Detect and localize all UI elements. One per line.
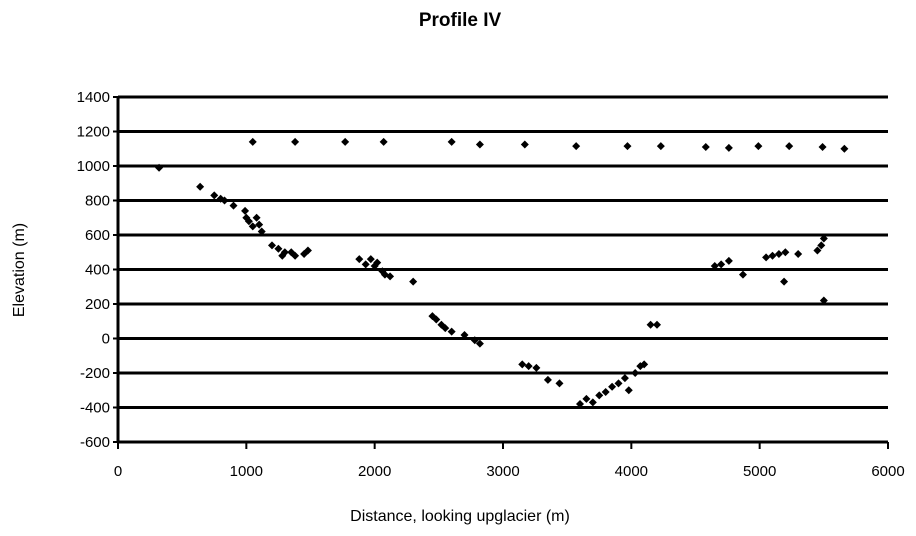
y-tick-label: 1000 [77, 158, 110, 175]
point [220, 196, 229, 205]
x-tick-label: 1000 [230, 463, 263, 480]
point [794, 249, 803, 258]
point [248, 222, 257, 231]
point [819, 234, 828, 243]
point [614, 379, 623, 388]
point [252, 213, 261, 222]
point [447, 137, 456, 146]
x-tick-label: 5000 [743, 463, 776, 480]
point [724, 143, 733, 152]
point [588, 398, 597, 407]
x-tick-label: 0 [114, 463, 122, 480]
point [210, 191, 219, 200]
point [785, 142, 794, 151]
point [248, 137, 257, 146]
x-tick-label: 3000 [486, 463, 519, 480]
point [520, 140, 529, 149]
point [813, 246, 822, 255]
point [470, 336, 479, 345]
point [608, 382, 617, 391]
point [460, 331, 469, 340]
point [341, 137, 350, 146]
point [555, 379, 564, 388]
point [274, 244, 283, 253]
y-tick-label: -600 [80, 434, 110, 451]
point [475, 339, 484, 348]
point [818, 143, 827, 152]
point [817, 241, 826, 250]
y-tick-label: -200 [80, 365, 110, 382]
point [754, 142, 763, 151]
y-tick-label: 800 [85, 193, 110, 210]
point [762, 253, 771, 262]
point [303, 246, 312, 255]
point [196, 182, 205, 191]
y-tick-label: 400 [85, 262, 110, 279]
point [257, 227, 266, 236]
point [355, 255, 364, 264]
x-tick-label: 2000 [358, 463, 391, 480]
y-tick-label: 200 [85, 296, 110, 313]
point [291, 137, 300, 146]
point [241, 206, 250, 215]
point [386, 272, 395, 281]
point [840, 144, 849, 153]
point [229, 201, 238, 210]
point [409, 277, 418, 286]
point [819, 296, 828, 305]
y-tick-label: 0 [102, 331, 110, 348]
x-tick-label: 6000 [871, 463, 904, 480]
point [524, 362, 533, 371]
point [441, 324, 450, 333]
point [710, 262, 719, 271]
y-axis-label: Elevation (m) [11, 223, 28, 317]
point [373, 258, 382, 267]
point [432, 315, 441, 324]
point [768, 251, 777, 260]
point [717, 260, 726, 269]
x-tick-label: 4000 [615, 463, 648, 480]
point [268, 241, 276, 250]
x-axis-label: Distance, looking upglacier (m) [350, 508, 570, 525]
point [780, 277, 789, 286]
y-tick-label: -400 [80, 400, 110, 417]
point [774, 249, 783, 258]
point [631, 369, 640, 377]
point [656, 142, 665, 151]
point [646, 320, 655, 329]
point [576, 400, 584, 409]
point [361, 260, 370, 269]
point [543, 375, 552, 384]
point [280, 248, 289, 257]
point [781, 248, 790, 257]
chart-title: Profile IV [419, 10, 502, 31]
point [623, 142, 632, 151]
point [518, 360, 527, 369]
y-tick-label: 1200 [77, 124, 110, 141]
point [595, 391, 604, 400]
point [572, 142, 581, 151]
point [701, 143, 710, 152]
y-tick-label: 1400 [77, 89, 110, 106]
point [447, 327, 456, 336]
point [532, 363, 541, 372]
point [601, 387, 610, 396]
point [291, 251, 300, 260]
point [620, 374, 629, 383]
point [379, 137, 388, 146]
point [738, 270, 747, 279]
point [653, 320, 661, 329]
y-tick-label: 600 [85, 227, 110, 244]
point [640, 360, 649, 369]
point [255, 220, 264, 229]
point [366, 255, 375, 264]
point [724, 256, 733, 265]
point [244, 217, 253, 226]
point [475, 140, 484, 149]
point [582, 394, 591, 403]
point [624, 386, 633, 395]
point [155, 163, 164, 172]
